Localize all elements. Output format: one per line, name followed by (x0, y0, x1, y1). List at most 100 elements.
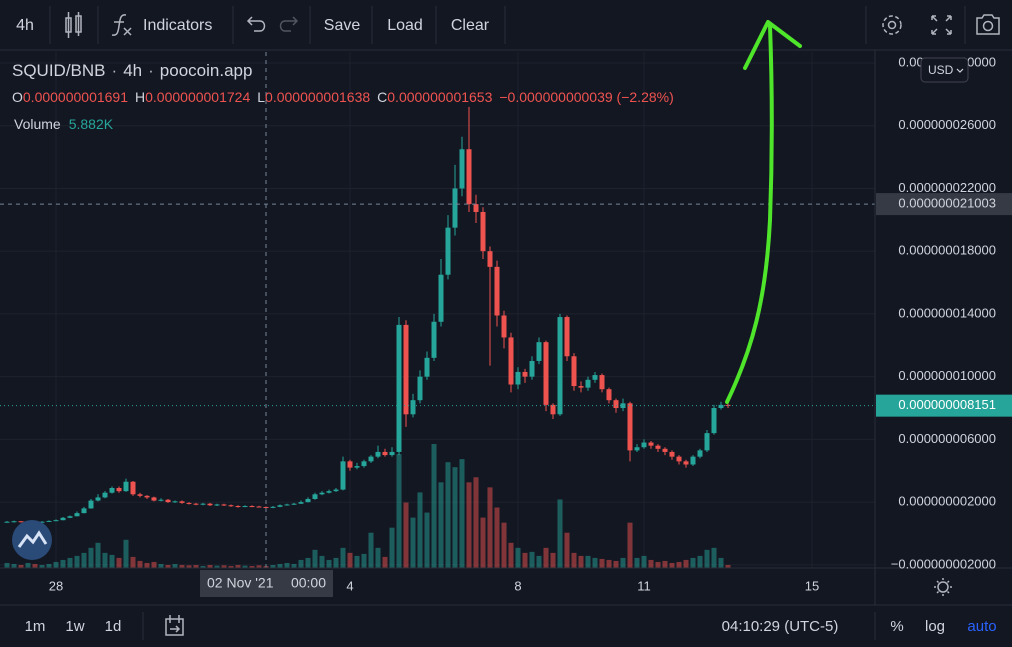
candle-body (284, 504, 290, 506)
range-button[interactable]: 1w (65, 618, 84, 635)
candle-body (627, 403, 633, 451)
candle-body (74, 513, 80, 517)
volume-bar (627, 522, 633, 568)
volume-bar (725, 564, 731, 568)
volume-bar (326, 559, 332, 568)
currency-label: USD (928, 63, 954, 77)
volume-bar (697, 555, 703, 568)
volume-bar (361, 553, 367, 568)
volume-bar (235, 564, 241, 568)
volume-bar (557, 499, 563, 568)
volume-bar (95, 542, 101, 568)
candle-body (494, 266, 500, 316)
clock: 04:10:29 (UTC-5) (722, 618, 839, 635)
volume-bar (158, 563, 164, 568)
load-button[interactable]: Load (387, 17, 423, 34)
screenshot-button[interactable] (976, 14, 1000, 35)
candle-body (515, 371, 521, 385)
logo-mark (17, 530, 48, 548)
axis-settings-button[interactable] (934, 578, 952, 596)
volume-bar (375, 547, 381, 568)
volume-bar (634, 557, 640, 568)
candle-body (354, 466, 360, 468)
volume-bar (102, 552, 108, 568)
log-button[interactable]: log (925, 618, 945, 635)
volume-bar (53, 561, 59, 568)
indicators-label: Indicators (143, 17, 212, 34)
candle-body (319, 492, 325, 495)
candle-body (375, 451, 381, 457)
candle-body (95, 497, 101, 501)
chart-type-icon[interactable] (65, 12, 82, 38)
candle-body (662, 448, 668, 452)
volume-bar (298, 559, 304, 568)
volume-bar (648, 559, 654, 568)
volume-bar (417, 492, 423, 568)
volume-bar (571, 552, 577, 568)
candle-body (599, 375, 605, 390)
date-range-button[interactable] (165, 615, 184, 636)
auto-button[interactable]: auto (967, 618, 996, 635)
candle-body (683, 461, 689, 465)
icon-part (976, 14, 1000, 35)
clear-button[interactable]: Clear (451, 17, 490, 34)
y-tick-label: 0.000000022000 (898, 180, 996, 195)
candle-body (620, 403, 626, 409)
candle-body (382, 451, 388, 456)
fullscreen-button[interactable] (931, 15, 952, 35)
volume-bar (396, 454, 402, 568)
candle-body (123, 481, 129, 492)
currency-button[interactable]: USD (920, 57, 969, 83)
volume-bar (60, 559, 66, 568)
save-button[interactable]: Save (324, 17, 361, 34)
separator-dot: · (112, 61, 118, 80)
volume-bar (606, 559, 612, 568)
icon-part (937, 581, 949, 593)
volume-bar (704, 549, 710, 568)
range-button[interactable]: 1m (25, 618, 46, 635)
candle-body (438, 274, 444, 322)
candle-body (536, 342, 542, 361)
x-tick-label: 11 (637, 578, 651, 593)
volume-bar (711, 547, 717, 568)
volume-bar (256, 565, 262, 568)
range-button[interactable]: 1d (105, 618, 122, 635)
volume-bar (340, 547, 346, 568)
volume-bar (109, 554, 115, 568)
y-tick-label: 0.000000026000 (898, 117, 996, 132)
volume-bar (529, 551, 535, 568)
candle-body (53, 520, 59, 522)
volume-bar (39, 564, 45, 568)
indicators-button[interactable]: Indicators (111, 14, 212, 36)
percent-button[interactable]: % (890, 618, 903, 635)
volume-bar (641, 555, 647, 568)
candle-body (200, 503, 206, 505)
ohlc-legend: O0.000000001691 H0.000000001724 L0.0000000… (12, 89, 674, 105)
volume-bar (221, 565, 227, 568)
volume-bar (291, 563, 297, 568)
volume-bar (228, 565, 234, 568)
interval-button[interactable]: 4h (16, 17, 34, 34)
undo-button[interactable] (246, 16, 266, 32)
separator-dot: · (148, 61, 154, 80)
volume-bar (347, 552, 353, 568)
redo-button[interactable] (279, 16, 299, 32)
candle-body (466, 149, 472, 205)
volume-bar (564, 532, 570, 568)
crosshair-price-label: 0.000000021003 (898, 196, 996, 211)
candle-body (263, 506, 269, 508)
settings-button[interactable] (882, 15, 902, 35)
volume-bar (655, 561, 661, 568)
volume-bar (81, 552, 87, 568)
y-tick-label: 0.000000018000 (898, 243, 996, 258)
price-axis: 0.0000000300000.0000000260000.0000000220… (876, 54, 1012, 571)
candle-body (578, 386, 584, 388)
y-tick-label: −0.000000002000 (891, 556, 996, 571)
candle-body (291, 503, 297, 505)
candle-body (221, 504, 227, 506)
volume-bar (193, 564, 199, 568)
fx-icon (111, 14, 132, 36)
candle-body (312, 494, 318, 499)
candle-body (144, 495, 150, 498)
